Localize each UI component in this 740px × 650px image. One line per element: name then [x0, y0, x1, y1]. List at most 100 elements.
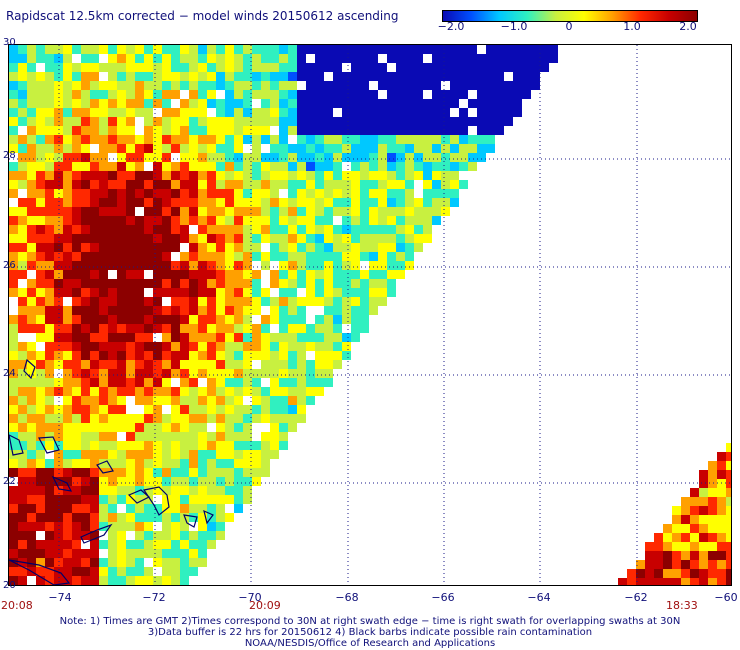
wind-cell	[36, 45, 45, 54]
wind-cell	[360, 135, 369, 144]
wind-cell	[243, 117, 252, 126]
wind-cell	[117, 126, 126, 135]
wind-cell	[270, 243, 279, 252]
wind-cell	[270, 279, 279, 288]
wind-cell	[108, 279, 117, 288]
wind-cell	[306, 369, 315, 378]
wind-cell	[405, 108, 414, 117]
wind-cell	[63, 234, 72, 243]
wind-cell	[306, 72, 315, 81]
wind-cell	[207, 459, 216, 468]
wind-cell	[414, 99, 423, 108]
wind-cell	[234, 315, 243, 324]
wind-cell	[36, 288, 45, 297]
wind-cell	[396, 171, 405, 180]
wind-cell	[81, 261, 90, 270]
wind-cell	[18, 531, 27, 540]
wind-cell	[54, 387, 63, 396]
wind-cell	[171, 225, 180, 234]
wind-cell	[216, 288, 225, 297]
wind-cell	[378, 225, 387, 234]
wind-cell	[171, 522, 180, 531]
wind-cell	[99, 45, 108, 54]
wind-cell	[90, 459, 99, 468]
wind-cell	[171, 387, 180, 396]
wind-cell	[342, 207, 351, 216]
wind-cell	[117, 558, 126, 567]
wind-cell	[441, 90, 450, 99]
wind-cell	[333, 144, 342, 153]
wind-cell	[198, 396, 207, 405]
wind-cell	[531, 63, 540, 72]
wind-cell	[189, 180, 198, 189]
wind-cell	[297, 396, 306, 405]
wind-cell	[333, 162, 342, 171]
wind-cell	[171, 459, 180, 468]
wind-cell	[207, 531, 216, 540]
wind-cell	[369, 261, 378, 270]
wind-cell	[207, 45, 216, 54]
wind-cell	[495, 126, 504, 135]
wind-cell	[243, 432, 252, 441]
wind-cell	[108, 468, 117, 477]
wind-cell	[153, 45, 162, 54]
wind-cell	[108, 234, 117, 243]
wind-cell	[288, 369, 297, 378]
wind-cell	[144, 495, 153, 504]
wind-cell	[45, 504, 54, 513]
wind-cell	[522, 45, 531, 54]
wind-cell	[324, 252, 333, 261]
wind-cell	[189, 126, 198, 135]
wind-cell	[351, 144, 360, 153]
wind-cell	[9, 144, 18, 153]
wind-cell	[252, 333, 261, 342]
wind-cell	[54, 378, 63, 387]
wind-cell	[225, 288, 234, 297]
wind-cell	[225, 360, 234, 369]
wind-cell	[171, 234, 180, 243]
wind-cell	[726, 551, 731, 560]
wind-cell	[144, 450, 153, 459]
wind-cell	[306, 126, 315, 135]
wind-cell	[378, 144, 387, 153]
wind-cell	[63, 288, 72, 297]
wind-cell	[378, 45, 387, 54]
wind-cell	[252, 459, 261, 468]
wind-cell	[297, 324, 306, 333]
wind-cell	[162, 306, 171, 315]
wind-cell	[171, 558, 180, 567]
wind-cell	[126, 234, 135, 243]
wind-cell	[198, 279, 207, 288]
wind-cell	[432, 45, 441, 54]
wind-cell	[36, 459, 45, 468]
wind-cell	[297, 144, 306, 153]
wind-cell	[270, 162, 279, 171]
wind-cell	[288, 216, 297, 225]
wind-cell	[342, 279, 351, 288]
wind-cell	[459, 45, 468, 54]
wind-cell	[144, 369, 153, 378]
wind-cell	[162, 144, 171, 153]
wind-cell	[450, 180, 459, 189]
wind-cell	[189, 549, 198, 558]
wind-cell	[99, 351, 108, 360]
wind-cell	[225, 126, 234, 135]
lon-label: −62	[624, 591, 648, 604]
wind-cell	[243, 360, 252, 369]
wind-cell	[270, 117, 279, 126]
wind-cell	[297, 270, 306, 279]
wind-cell	[726, 560, 731, 569]
wind-cell	[180, 198, 189, 207]
wind-cell	[387, 225, 396, 234]
wind-cell	[243, 450, 252, 459]
wind-cell	[288, 243, 297, 252]
wind-cell	[234, 495, 243, 504]
wind-cell	[378, 189, 387, 198]
wind-cell	[162, 396, 171, 405]
wind-cell	[198, 414, 207, 423]
wind-cell	[207, 522, 216, 531]
wind-cell	[198, 423, 207, 432]
wind-cell	[180, 576, 189, 585]
wind-cell	[126, 450, 135, 459]
wind-cell	[108, 198, 117, 207]
